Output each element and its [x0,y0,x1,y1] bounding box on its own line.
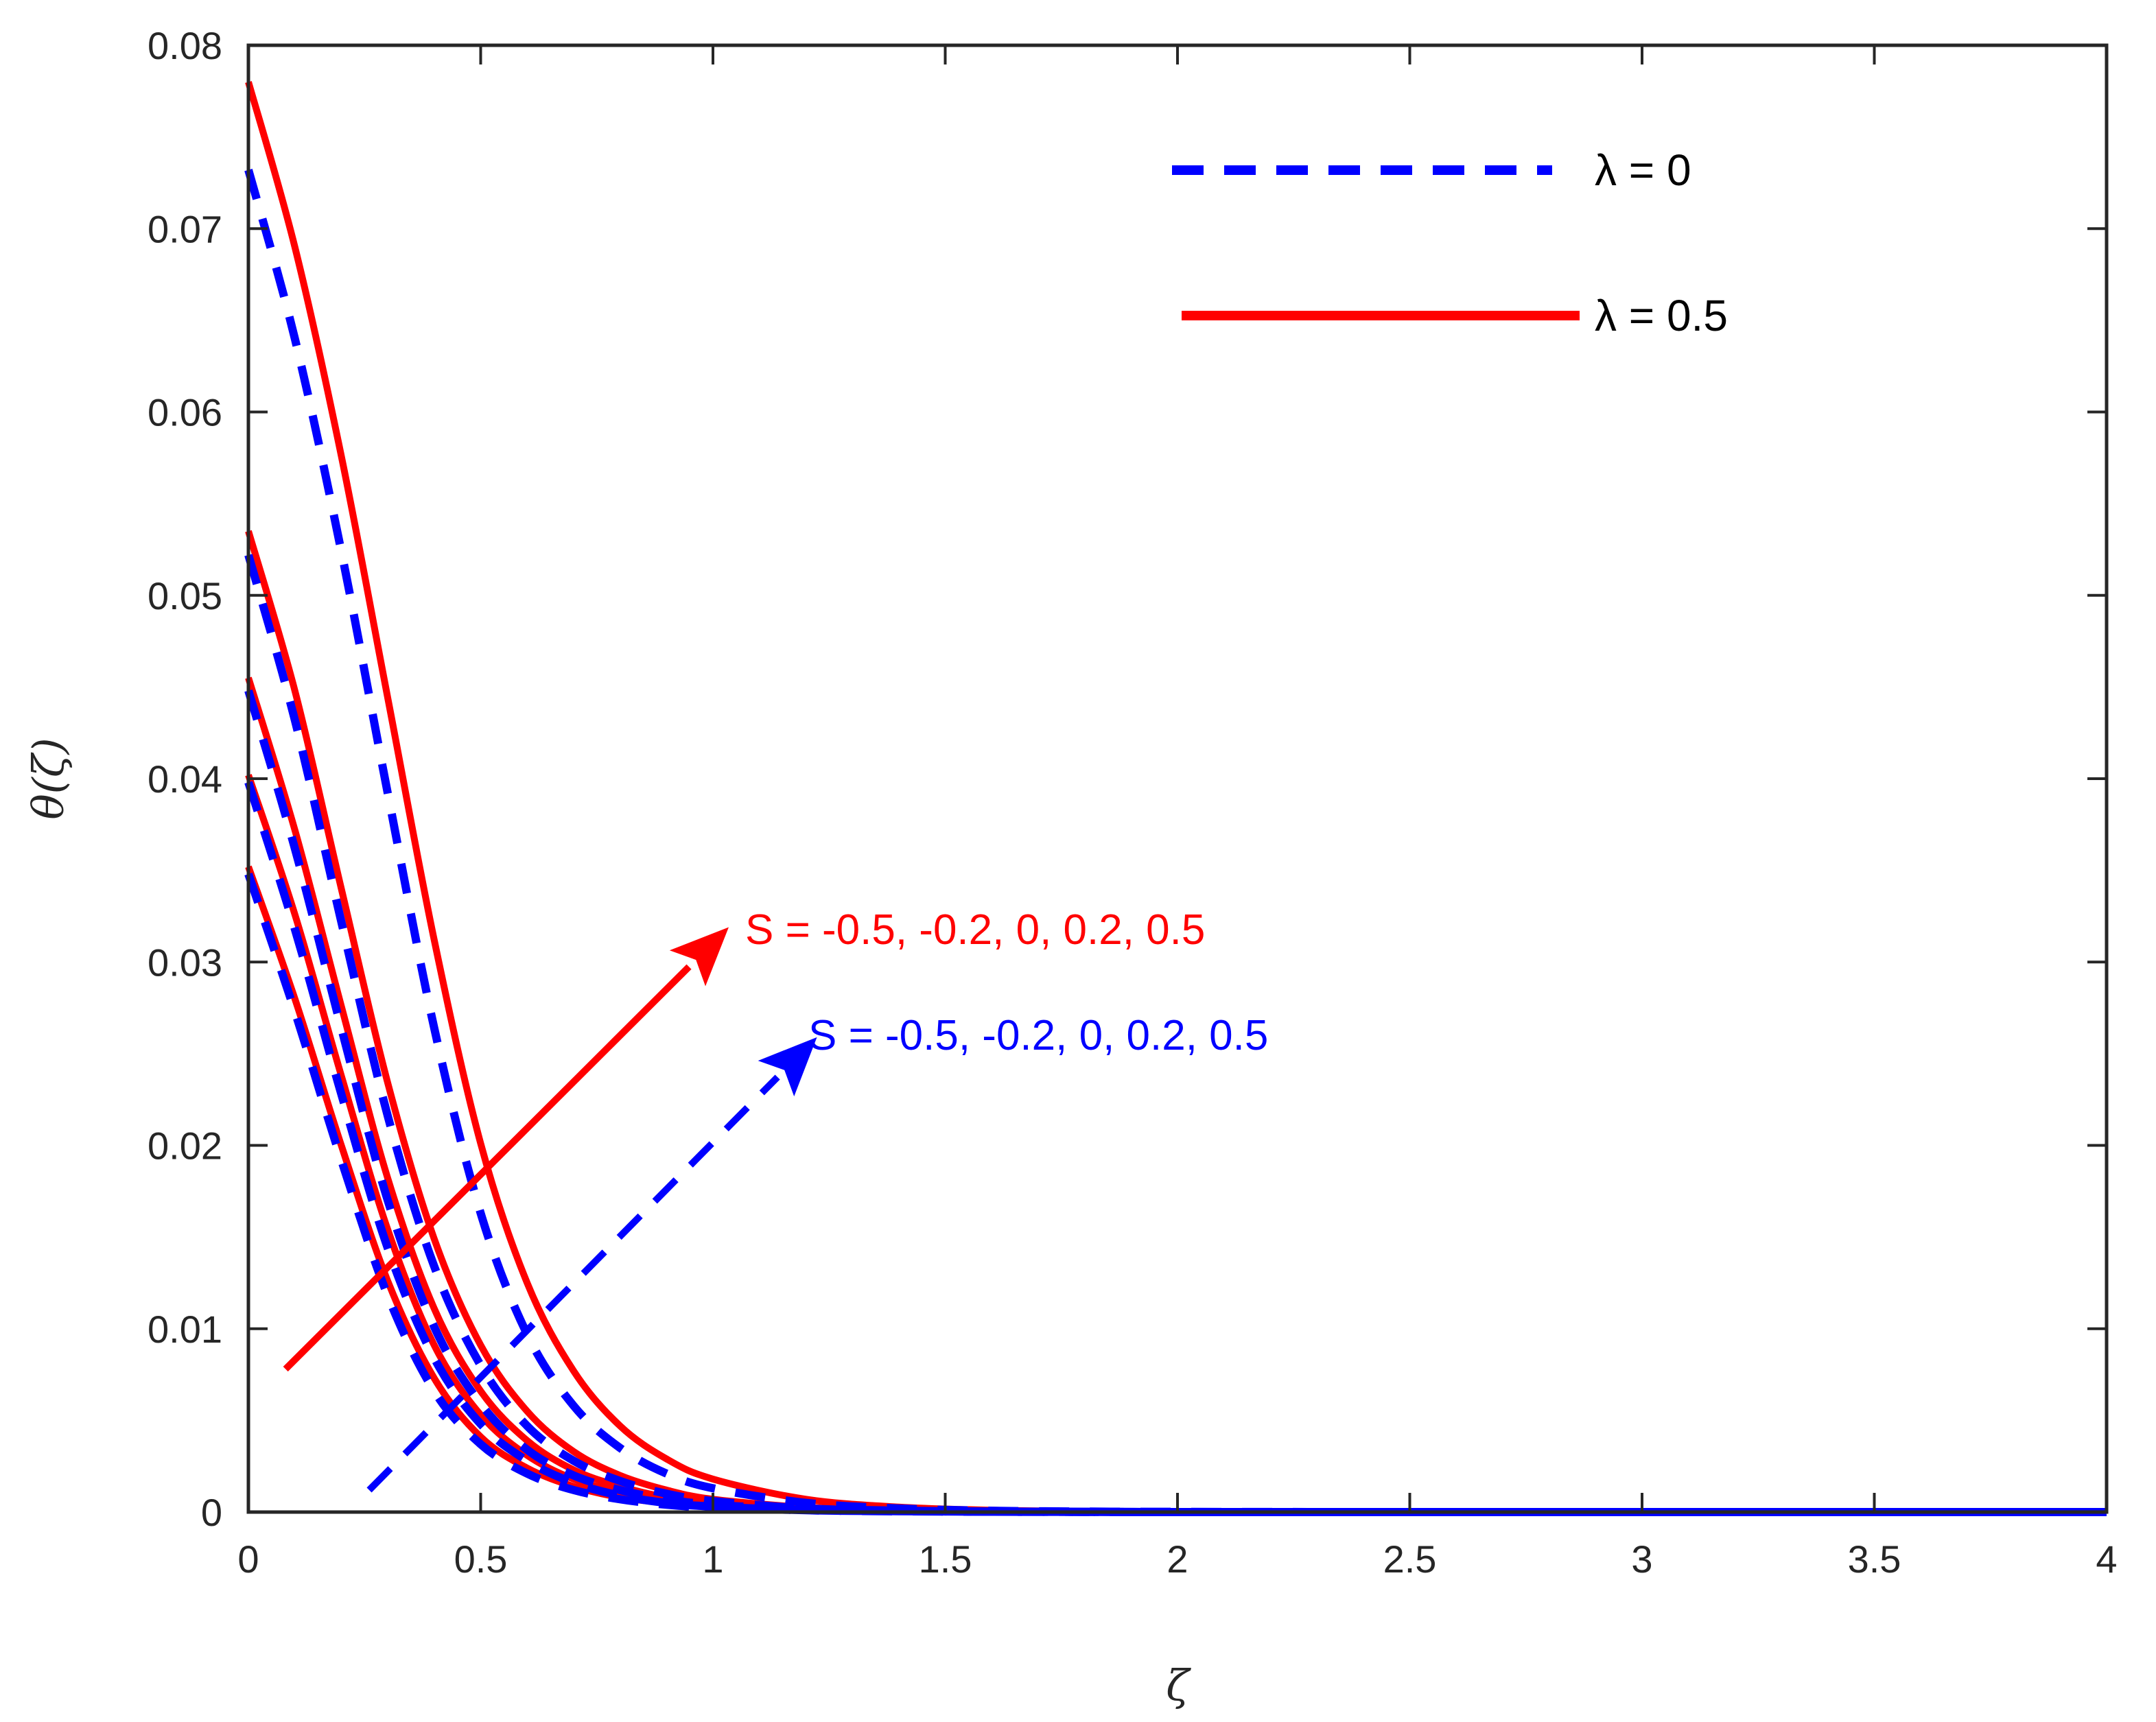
x-tick-label: 0.5 [454,1537,508,1581]
y-tick-label: 0.01 [148,1308,222,1351]
x-tick-label: 0 [237,1537,259,1581]
legend: λ = 0 λ = 0.5 [1172,145,1728,340]
curves-layer [244,81,2107,1517]
annotation-arrow-head [669,927,729,987]
x-tick-label: 3 [1631,1537,1652,1581]
y-tick-label: 0 [201,1491,222,1534]
annotations-layer: S = -0.5, -0.2, 0, 0.2, 0.5 S = -0.5, -0… [283,906,1268,1493]
annotation-label-red: S = -0.5, -0.2, 0, 0.2, 0.5 [745,906,1205,954]
x-tick-label: 1 [702,1537,723,1581]
y-tick-label: 0.08 [148,24,222,67]
x-tick-label: 2.5 [1383,1537,1437,1581]
y-tick-label: 0.02 [148,1124,222,1168]
x-tick-label: 2 [1167,1537,1188,1581]
annotation-label-blue: S = -0.5, -0.2, 0, 0.2, 0.5 [808,1012,1268,1059]
y-tick-label: 0.06 [148,391,222,434]
y-tick-label: 0.03 [148,941,222,984]
annotation-arrow-shaft [366,1074,780,1493]
legend-label-lambda-0: λ = 0 [1595,145,1691,195]
series-line [244,689,2107,1517]
annotation-arrow-shaft [283,964,692,1372]
series-line [244,554,2107,1517]
y-tick-label: 0.04 [148,757,222,801]
ticks-layer: 0 0.5 1 1.5 2 2.5 3 3.5 4 0 0.01 0.02 0.03 0.04 0.05 0.… [148,24,2118,1581]
annotation-arrow-head [758,1037,817,1097]
x-axis-title: ζ [1166,1660,1191,1710]
x-tick-label: 1.5 [919,1537,972,1581]
x-tick-label: 4 [2096,1537,2117,1581]
y-tick-label: 0.05 [148,574,222,617]
y-tick-label: 0.07 [148,207,222,250]
legend-label-lambda-0-5: λ = 0.5 [1595,291,1728,340]
x-tick-label: 3.5 [1848,1537,1901,1581]
y-axis-title: θ(ζ) [23,738,73,819]
